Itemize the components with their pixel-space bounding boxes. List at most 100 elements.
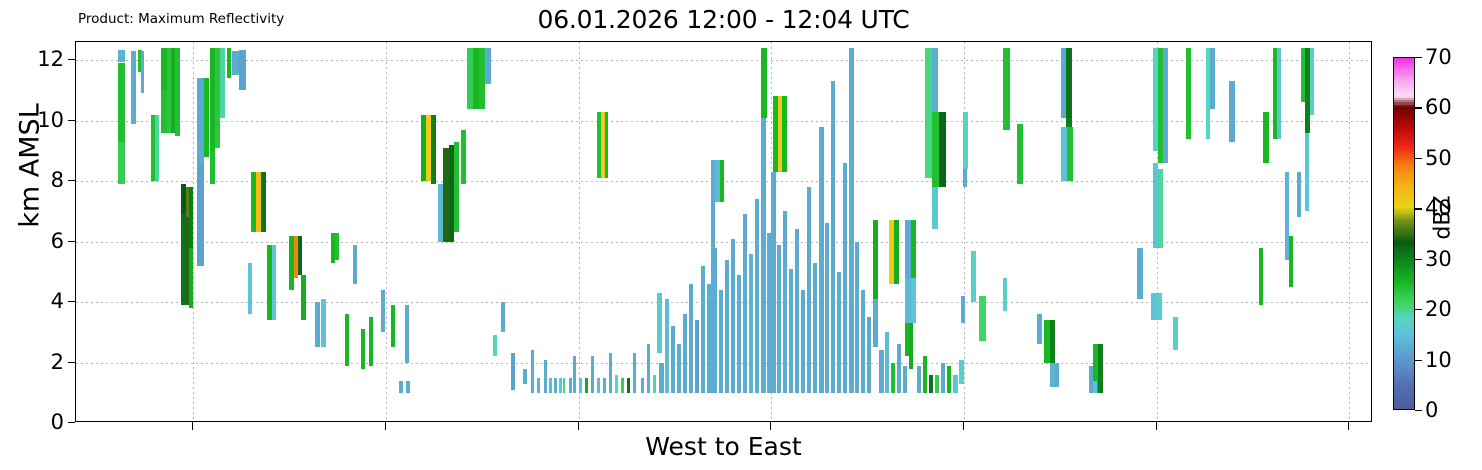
reflectivity-cell xyxy=(1229,81,1235,142)
colorbar-segment xyxy=(1394,83,1414,87)
reflectivity-cell xyxy=(963,169,967,188)
reflectivity-cell xyxy=(657,292,662,354)
reflectivity-cell xyxy=(641,377,644,393)
colorbar-segment xyxy=(1394,278,1414,282)
reflectivity-cell xyxy=(905,220,911,278)
reflectivity-cell xyxy=(873,220,878,299)
reflectivity-cell xyxy=(597,111,601,179)
colorbar-tick-mark xyxy=(1415,258,1422,260)
colorbar-segment xyxy=(1394,139,1414,143)
colorbar-segment xyxy=(1394,163,1414,167)
colorbar-segment xyxy=(1394,286,1414,290)
colorbar-segment xyxy=(1394,236,1414,240)
colorbar-segment xyxy=(1394,189,1414,193)
colorbar-segment xyxy=(1394,123,1414,127)
colorbar-segment xyxy=(1394,302,1414,306)
reflectivity-cell xyxy=(707,283,711,393)
colorbar-segment xyxy=(1394,112,1414,116)
colorbar-segment xyxy=(1394,143,1414,147)
reflectivity-cell xyxy=(720,159,724,203)
colorbar-segment xyxy=(1394,322,1414,326)
reflectivity-cell xyxy=(891,362,895,393)
colorbar-segment xyxy=(1394,66,1414,70)
colorbar-segment xyxy=(1394,134,1414,138)
colorbar-segment xyxy=(1394,337,1414,341)
reflectivity-cell xyxy=(485,48,491,85)
colorbar-segment xyxy=(1394,141,1414,145)
reflectivity-cell xyxy=(289,235,294,290)
x-axis-tick-mark xyxy=(963,422,965,430)
reflectivity-cell xyxy=(879,350,884,393)
colorbar-segment xyxy=(1394,194,1414,198)
colorbar-segment xyxy=(1394,145,1414,149)
y-axis-tick-mark xyxy=(68,422,75,424)
reflectivity-cell xyxy=(911,277,916,324)
colorbar-segment xyxy=(1394,94,1414,98)
reflectivity-cell xyxy=(873,299,878,348)
reflectivity-cell xyxy=(761,117,766,393)
colorbar-segment xyxy=(1394,333,1414,337)
reflectivity-cell xyxy=(315,302,320,348)
colorbar-segment xyxy=(1394,121,1414,125)
reflectivity-cell xyxy=(894,220,899,284)
colorbar-segment xyxy=(1394,99,1414,103)
colorbar-segment xyxy=(1394,81,1414,85)
colorbar-segment xyxy=(1394,70,1414,74)
colorbar-segment xyxy=(1394,156,1414,160)
reflectivity-cell xyxy=(161,90,167,133)
colorbar-tick-mark xyxy=(1415,309,1422,311)
colorbar-segment xyxy=(1394,399,1414,403)
reflectivity-cell xyxy=(601,111,605,179)
colorbar-tick-mark xyxy=(1415,107,1422,109)
colorbar-segment xyxy=(1394,275,1414,279)
colorbar-segment xyxy=(1394,247,1414,251)
colorbar-segment xyxy=(1394,251,1414,255)
reflectivity-cell xyxy=(1017,123,1023,185)
reflectivity-cell xyxy=(186,217,190,306)
reflectivity-cell xyxy=(1055,362,1059,387)
reflectivity-cell xyxy=(449,144,454,242)
colorbar-segment xyxy=(1394,359,1414,363)
reflectivity-cell xyxy=(807,187,811,393)
reflectivity-cell xyxy=(771,172,776,393)
colorbar-segment xyxy=(1394,92,1414,96)
colorbar-segment xyxy=(1394,180,1414,184)
reflectivity-cell xyxy=(554,377,557,393)
reflectivity-cell xyxy=(511,353,515,390)
reflectivity-cell xyxy=(903,365,907,393)
colorbar-segment xyxy=(1394,90,1414,94)
colorbar-segment xyxy=(1394,346,1414,350)
colorbar-segment xyxy=(1394,229,1414,233)
colorbar-segment xyxy=(1394,114,1414,118)
colorbar-segment xyxy=(1394,225,1414,229)
reflectivity-cell xyxy=(118,141,125,185)
reflectivity-cell xyxy=(773,96,778,173)
reflectivity-cell xyxy=(248,262,252,315)
reflectivity-cell xyxy=(1037,314,1042,345)
reflectivity-cell xyxy=(381,289,385,333)
reflectivity-cell xyxy=(961,296,965,324)
colorbar-tick-label: 50 xyxy=(1425,145,1452,170)
reflectivity-cell xyxy=(141,51,144,94)
x-axis-label: West to East xyxy=(645,432,802,461)
colorbar-segment xyxy=(1394,350,1414,354)
reflectivity-cell xyxy=(189,247,193,309)
colorbar-segment xyxy=(1394,383,1414,387)
reflectivity-cell xyxy=(189,187,193,248)
reflectivity-cell xyxy=(1259,247,1263,306)
reflectivity-cell xyxy=(689,283,693,393)
reflectivity-cell xyxy=(719,289,723,393)
reflectivity-cell xyxy=(1089,365,1094,393)
reflectivity-cell xyxy=(953,374,958,393)
reflectivity-cell xyxy=(443,147,449,242)
reflectivity-cell xyxy=(932,111,939,188)
x-axis-tick-mark xyxy=(770,422,772,430)
reflectivity-cell xyxy=(406,380,410,393)
y-axis-tick-label: 12 xyxy=(37,47,64,72)
reflectivity-cell xyxy=(917,365,921,393)
reflectivity-cell xyxy=(715,159,720,203)
x-axis-tick-mark xyxy=(192,422,194,430)
reflectivity-cell xyxy=(210,48,215,151)
reflectivity-cell xyxy=(161,48,167,91)
colorbar-segment xyxy=(1394,311,1414,315)
